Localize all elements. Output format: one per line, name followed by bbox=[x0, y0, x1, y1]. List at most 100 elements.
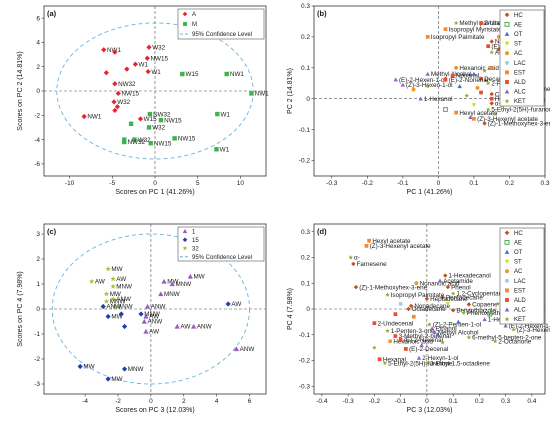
data-point bbox=[122, 137, 127, 142]
panel-label: (d) bbox=[317, 227, 327, 236]
data-point bbox=[377, 357, 382, 362]
legend-label: 95% Confidence Level bbox=[192, 255, 252, 261]
legend-label: ALC bbox=[514, 308, 526, 314]
data-point bbox=[450, 73, 455, 78]
data-point bbox=[479, 90, 483, 95]
y-tick-label: -6 bbox=[34, 161, 40, 168]
y-tick-label: -4 bbox=[34, 137, 40, 144]
legend-label: AE bbox=[514, 240, 522, 246]
data-point bbox=[112, 107, 118, 114]
legend-marker bbox=[504, 89, 510, 94]
point-label: 1-Penten-3-one bbox=[391, 328, 435, 335]
point-label: Nonadecane bbox=[414, 303, 450, 310]
point-label: NW1 bbox=[255, 91, 269, 98]
x-axis-label: PC 3 (12.03%) bbox=[407, 407, 453, 414]
data-point bbox=[225, 301, 231, 307]
data-point bbox=[424, 360, 430, 366]
legend-marker bbox=[183, 22, 187, 26]
point-label: MW bbox=[167, 279, 178, 286]
data-point bbox=[443, 27, 448, 32]
point-label: MW bbox=[110, 291, 121, 298]
point-label: Phenoxyethanol bbox=[467, 310, 512, 317]
data-point bbox=[348, 255, 354, 260]
data-point bbox=[424, 296, 430, 301]
point-label: Acetamide bbox=[443, 278, 473, 285]
legend-marker bbox=[504, 60, 510, 65]
point-label: (Z)-1-Methoxyhex-3-ene bbox=[488, 121, 550, 128]
data-point bbox=[466, 302, 472, 307]
data-point bbox=[457, 84, 462, 89]
data-point bbox=[146, 44, 152, 50]
data-point bbox=[495, 301, 501, 306]
legend-label: LAC bbox=[514, 279, 526, 285]
y-axis-label: PC 4 (7.98%) bbox=[287, 288, 294, 330]
y-tick-label: 0 bbox=[306, 306, 310, 313]
point-label: Pentadecane bbox=[446, 295, 484, 302]
x-axis-label: PC 1 (41.26%) bbox=[407, 189, 453, 196]
data-point bbox=[351, 261, 356, 267]
point-label: Hexanoic acid bbox=[393, 338, 433, 345]
data-point bbox=[100, 303, 106, 310]
point-label: Ethanol bbox=[435, 326, 456, 333]
data-point bbox=[224, 71, 229, 77]
data-point bbox=[456, 319, 461, 324]
data-point bbox=[137, 116, 144, 122]
data-point bbox=[353, 284, 359, 290]
point-label: ANW bbox=[116, 296, 131, 303]
data-point bbox=[132, 137, 137, 142]
legend-box bbox=[177, 226, 265, 262]
data-point bbox=[486, 44, 491, 49]
data-point bbox=[489, 96, 494, 101]
data-point bbox=[472, 116, 476, 121]
data-point bbox=[148, 141, 153, 146]
data-point bbox=[464, 93, 470, 98]
point-label: Hexanal bbox=[383, 356, 406, 363]
data-point bbox=[482, 317, 487, 322]
data-point bbox=[503, 323, 508, 328]
x-tick-label: -0.3 bbox=[326, 180, 338, 187]
data-point bbox=[418, 96, 423, 101]
legend: HC AE OT ST AC LAC EST ALD ALC KET bbox=[499, 227, 545, 325]
data-point bbox=[411, 314, 416, 319]
data-point bbox=[406, 306, 411, 312]
data-point bbox=[461, 310, 466, 315]
legend-marker bbox=[504, 269, 510, 274]
y-tick-label: 0 bbox=[36, 88, 40, 95]
x-tick-label: 0.1 bbox=[469, 180, 478, 187]
data-point bbox=[111, 99, 117, 105]
point-label: W1 bbox=[220, 146, 230, 153]
data-point bbox=[398, 301, 403, 306]
data-point bbox=[408, 303, 414, 309]
legend-label: ALC bbox=[514, 90, 526, 96]
data-point bbox=[475, 85, 480, 90]
data-point bbox=[485, 107, 491, 112]
legend-marker bbox=[504, 21, 510, 27]
data-point bbox=[124, 66, 130, 72]
confidence-ellipse bbox=[51, 233, 251, 385]
point-label: (Z)-3-Hexen-1-ol bbox=[517, 327, 550, 334]
y-tick-label: -0.1 bbox=[299, 332, 311, 339]
y-tick-label: -2 bbox=[34, 112, 40, 119]
data-point bbox=[440, 295, 445, 300]
legend-marker bbox=[504, 316, 510, 322]
y-tick-label: 0 bbox=[36, 306, 40, 313]
chart-panel-2: -0.3 -0.2 -0.1 0 0.1 0.2 0.3 -0.2 -0.1 0 0.1 0.2 0.3… bbox=[287, 3, 550, 196]
point-label: MW bbox=[111, 376, 122, 383]
data-point bbox=[482, 121, 487, 126]
y-tick-label: 0.1 bbox=[301, 65, 310, 72]
legend-marker bbox=[505, 288, 509, 293]
legend-label: AC bbox=[514, 51, 523, 57]
data-point bbox=[77, 363, 83, 370]
legend-marker bbox=[504, 259, 510, 264]
point-label: ANW bbox=[240, 346, 255, 353]
y-axis-label: Scores on PC 4 (7.98%) bbox=[17, 271, 24, 346]
data-point bbox=[427, 322, 432, 327]
point-label: W15 bbox=[144, 116, 157, 123]
data-point bbox=[158, 291, 164, 297]
legend-label: ST bbox=[514, 260, 522, 266]
data-point bbox=[489, 49, 494, 55]
data-point bbox=[398, 338, 403, 342]
data-point bbox=[143, 328, 149, 334]
data-point bbox=[103, 70, 109, 76]
legend-label: AE bbox=[514, 22, 522, 28]
